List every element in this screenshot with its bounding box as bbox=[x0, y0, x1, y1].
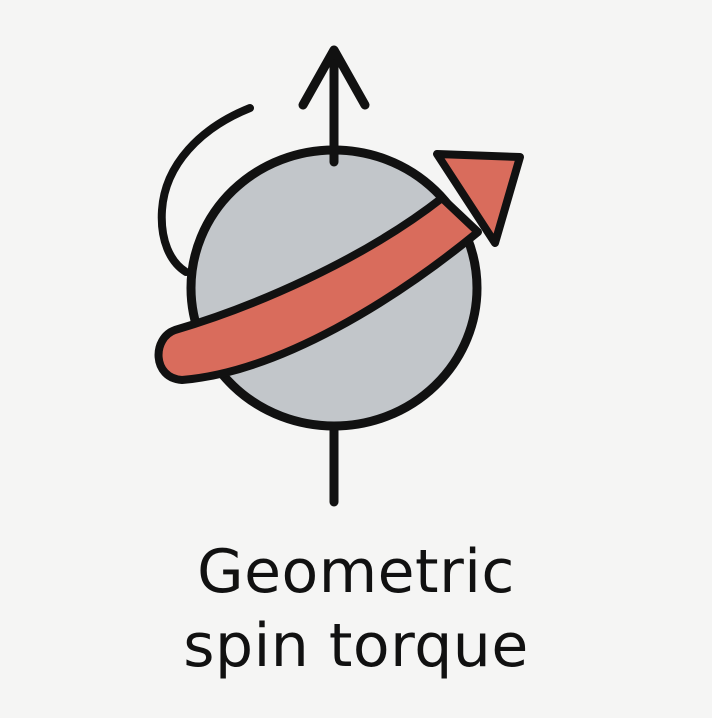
caption-line-2: spin torque bbox=[183, 611, 529, 681]
spin-torque-icon bbox=[154, 45, 524, 507]
spin-axis-arrow-icon bbox=[298, 45, 370, 167]
torque-arrow-icon bbox=[154, 150, 524, 384]
caption-line-1: Geometric bbox=[197, 537, 515, 607]
rotation-arc-icon bbox=[157, 104, 254, 276]
caption: Geometric spin torque bbox=[0, 535, 712, 683]
